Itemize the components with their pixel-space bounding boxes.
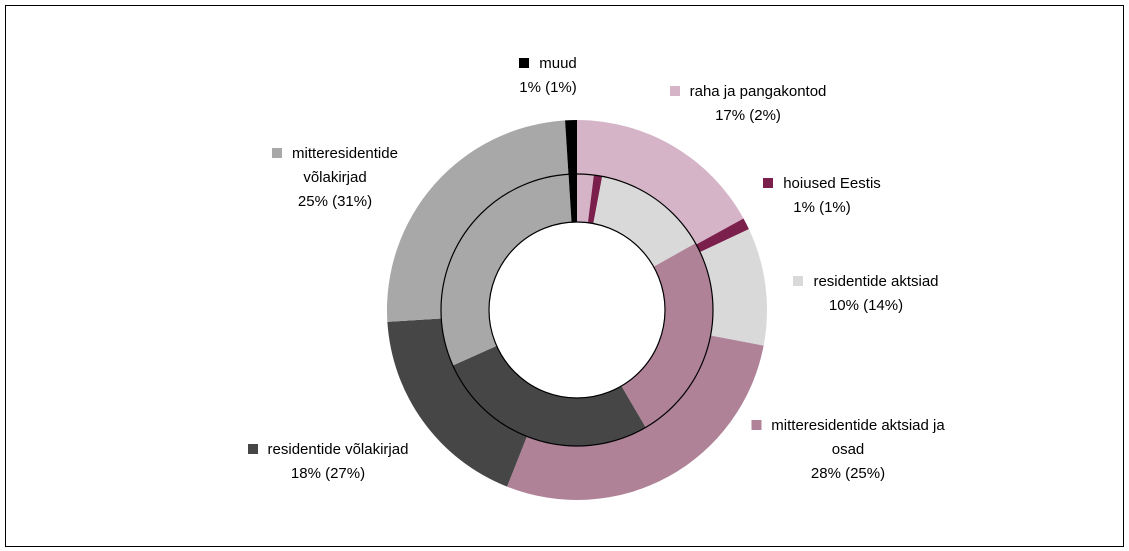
doughnut-segment — [577, 174, 594, 223]
doughnut-segment — [700, 229, 767, 346]
doughnut-segment — [387, 318, 527, 487]
doughnut-segment — [507, 335, 764, 501]
label-head: residentide võlakirjad — [208, 438, 448, 462]
label-head: mitteresidentide aktsiad ja osad — [741, 414, 956, 462]
category-label: raha ja pangakontod — [689, 83, 827, 100]
doughnut-segment — [577, 120, 744, 245]
data-label: residentide võlakirjad 18% (27%) — [208, 438, 448, 486]
legend-marker — [247, 444, 258, 454]
data-label: mitteresidentide võlakirjad 25% (31%) — [255, 142, 415, 214]
label-head: residentide aktsiad — [766, 270, 966, 294]
data-label: raha ja pangakontod 17% (2%) — [638, 80, 858, 128]
category-label: mitteresidentide võlakirjad — [292, 145, 398, 186]
label-head: raha ja pangakontod — [638, 80, 858, 104]
ring-border — [440, 173, 714, 447]
legend-marker — [793, 276, 804, 286]
doughnut-segment — [565, 120, 577, 175]
frame-border — [5, 5, 1124, 547]
value-label: 1% (1%) — [519, 79, 577, 96]
doughnut-segment — [593, 176, 696, 267]
doughnut-segment — [621, 243, 713, 428]
legend-marker — [763, 178, 774, 188]
legend-marker — [669, 86, 680, 96]
category-label: residentide aktsiad — [813, 273, 939, 290]
category-label: muud — [539, 55, 577, 72]
doughnut-segment — [587, 175, 603, 224]
data-label: residentide aktsiad 10% (14%) — [766, 270, 966, 318]
doughnut-segment — [452, 345, 646, 446]
label-head: muud — [488, 52, 608, 76]
legend-marker — [519, 58, 530, 68]
legend-marker — [272, 148, 283, 158]
category-label: hoiused Eestis — [783, 175, 881, 192]
value-label: 10% (14%) — [828, 297, 904, 314]
category-label: mitteresidentide aktsiad ja osad — [771, 417, 945, 458]
doughnut-segment — [386, 120, 569, 322]
value-label: 28% (25%) — [810, 465, 886, 482]
category-label: residentide võlakirjad — [267, 441, 409, 458]
value-label: 17% (2%) — [715, 107, 781, 124]
value-label: 1% (1%) — [793, 199, 851, 216]
data-label: hoiused Eestis 1% (1%) — [742, 172, 902, 220]
data-label: muud 1% (1%) — [488, 52, 608, 100]
label-head: mitteresidentide võlakirjad — [255, 142, 415, 190]
value-label: 18% (27%) — [290, 465, 366, 482]
value-label: 25% (31%) — [297, 193, 373, 210]
legend-marker — [751, 420, 762, 430]
data-label: mitteresidentide aktsiad ja osad 28% (25%… — [741, 414, 956, 486]
ring-border — [488, 221, 666, 399]
doughnut-segment — [696, 218, 749, 253]
label-head: hoiused Eestis — [742, 172, 902, 196]
doughnut-segment — [568, 174, 577, 223]
